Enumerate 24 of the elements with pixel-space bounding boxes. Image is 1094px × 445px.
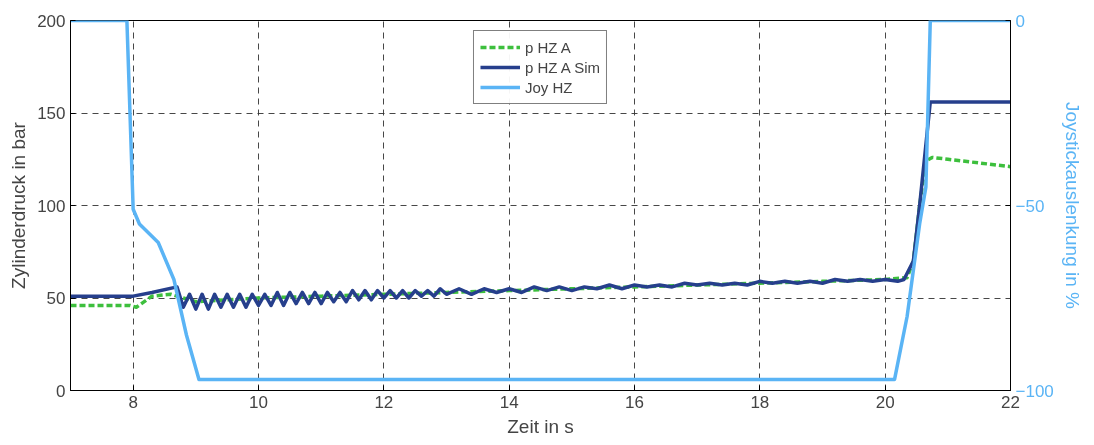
line-series xyxy=(70,155,1011,309)
y-tick-label: 150 xyxy=(37,104,66,123)
x-tick-label: 14 xyxy=(499,392,519,412)
line-series xyxy=(70,100,1011,311)
y-tick-label: 200 xyxy=(37,11,66,31)
x-axis-title: Zeit in s xyxy=(507,415,574,437)
y-axis-title: Zylinderdruck in bar xyxy=(8,121,30,289)
line-series xyxy=(70,20,1011,382)
y-tick-label: 100 xyxy=(37,196,66,216)
x-tick-label: 10 xyxy=(249,392,268,412)
y-tick-label: 0 xyxy=(56,381,66,401)
legend-label: Joy HZ xyxy=(524,78,573,96)
x-tick-label: 22 xyxy=(1001,392,1020,412)
x-tick-label: 16 xyxy=(625,392,644,412)
x-tick-label: 12 xyxy=(374,392,394,412)
legend-label: p HZ A Sim xyxy=(524,58,601,76)
x-tick-label: 8 xyxy=(128,392,138,412)
y2-tick-label: −50 xyxy=(1015,196,1045,216)
x-tick-label: 20 xyxy=(875,392,895,412)
y2-axis-title: Joystickauslenkung in % xyxy=(1061,102,1083,310)
y2-tick-label: 0 xyxy=(1015,11,1025,31)
y-tick-label: 50 xyxy=(46,289,66,308)
legend-label: p HZ A xyxy=(524,38,571,56)
x-tick-label: 18 xyxy=(750,392,770,412)
